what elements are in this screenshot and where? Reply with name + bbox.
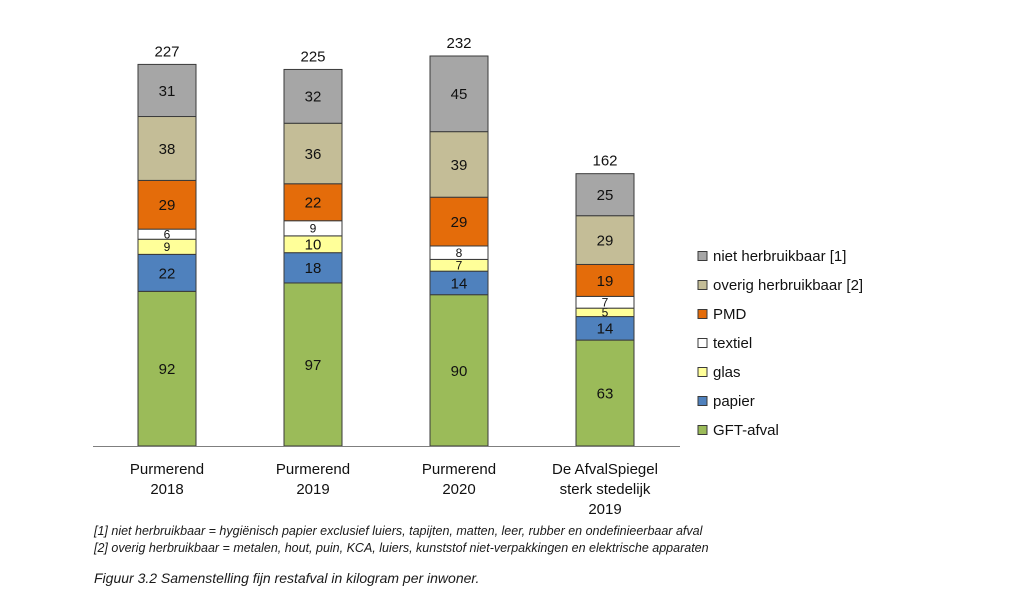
data-label: 90 [451, 363, 468, 380]
legend-swatch [697, 309, 708, 319]
total-label: 162 [592, 153, 617, 170]
footnote-overig-herbruikbaar: [2] overig herbruikbaar = metalen, hout,… [94, 541, 709, 555]
x-tick-label: 2020 [442, 481, 475, 498]
legend-swatch [697, 251, 708, 261]
bar-segment [137, 63, 197, 118]
legend-label: textiel [713, 335, 752, 352]
data-label: 7 [602, 296, 609, 310]
bar-segment [575, 215, 635, 265]
bar-segment [575, 173, 635, 217]
bar-segment [137, 290, 197, 447]
total-label: 232 [446, 35, 471, 52]
data-label: 8 [456, 246, 463, 260]
data-label: 22 [305, 195, 322, 212]
data-label: 9 [310, 222, 317, 236]
data-label: 29 [451, 214, 468, 231]
bar-segment [429, 294, 489, 447]
bar-segment [283, 68, 343, 124]
x-tick-label: sterk stedelijk [560, 481, 651, 498]
x-tick-label: 2018 [150, 481, 183, 498]
data-label: 19 [597, 273, 614, 290]
data-label: 92 [159, 361, 176, 378]
bar-segment [575, 263, 635, 297]
legend-swatch [697, 280, 708, 290]
x-tick-label: 2019 [296, 481, 329, 498]
data-label: 5 [602, 306, 609, 320]
data-label: 63 [597, 385, 614, 402]
legend-label: papier [713, 393, 755, 410]
data-label: 6 [164, 228, 171, 242]
data-label: 36 [305, 146, 322, 163]
data-label: 14 [597, 321, 614, 338]
data-label: 7 [456, 259, 463, 273]
legend-swatch [697, 396, 708, 406]
data-label: 10 [305, 237, 322, 254]
bar-segment [429, 55, 489, 133]
legend-swatch [697, 338, 708, 348]
bar-segment [283, 122, 343, 185]
data-label: 14 [451, 275, 468, 292]
data-label: 9 [164, 240, 171, 254]
x-tick-label: Purmerend [130, 461, 204, 478]
data-label: 97 [305, 357, 322, 374]
x-tick-label: Purmerend [422, 461, 496, 478]
x-tick-label: De AfvalSpiegel [552, 461, 658, 478]
legend-label: overig herbruikbaar [2] [713, 277, 863, 294]
x-tick-label: Purmerend [276, 461, 350, 478]
legend-label: GFT-afval [713, 422, 779, 439]
data-label: 32 [305, 89, 322, 106]
data-label: 29 [159, 197, 176, 214]
legend-swatch [697, 367, 708, 377]
data-label: 38 [159, 141, 176, 158]
data-label: 39 [451, 157, 468, 174]
footnote-niet-herbruikbaar: [1] niet herbruikbaar = hygiënisch papie… [94, 524, 703, 538]
legend-swatch [697, 425, 708, 435]
data-label: 18 [305, 260, 322, 277]
stacked-bar-chart: 922296293831227Purmerend2018971810922363… [93, 35, 863, 518]
total-label: 225 [300, 48, 325, 65]
data-label: 31 [159, 83, 176, 100]
figure-caption: Figuur 3.2 Samenstelling fijn restafval … [94, 570, 480, 586]
bar-segment [137, 253, 197, 292]
data-label: 25 [597, 187, 614, 204]
x-tick-label: 2019 [588, 501, 621, 518]
total-label: 227 [154, 43, 179, 60]
data-label: 22 [159, 265, 176, 282]
legend-label: niet herbruikbaar [1] [713, 248, 846, 265]
legend-label: glas [713, 364, 741, 381]
data-label: 29 [597, 232, 614, 249]
legend-label: PMD [713, 306, 747, 323]
data-label: 45 [451, 86, 468, 103]
